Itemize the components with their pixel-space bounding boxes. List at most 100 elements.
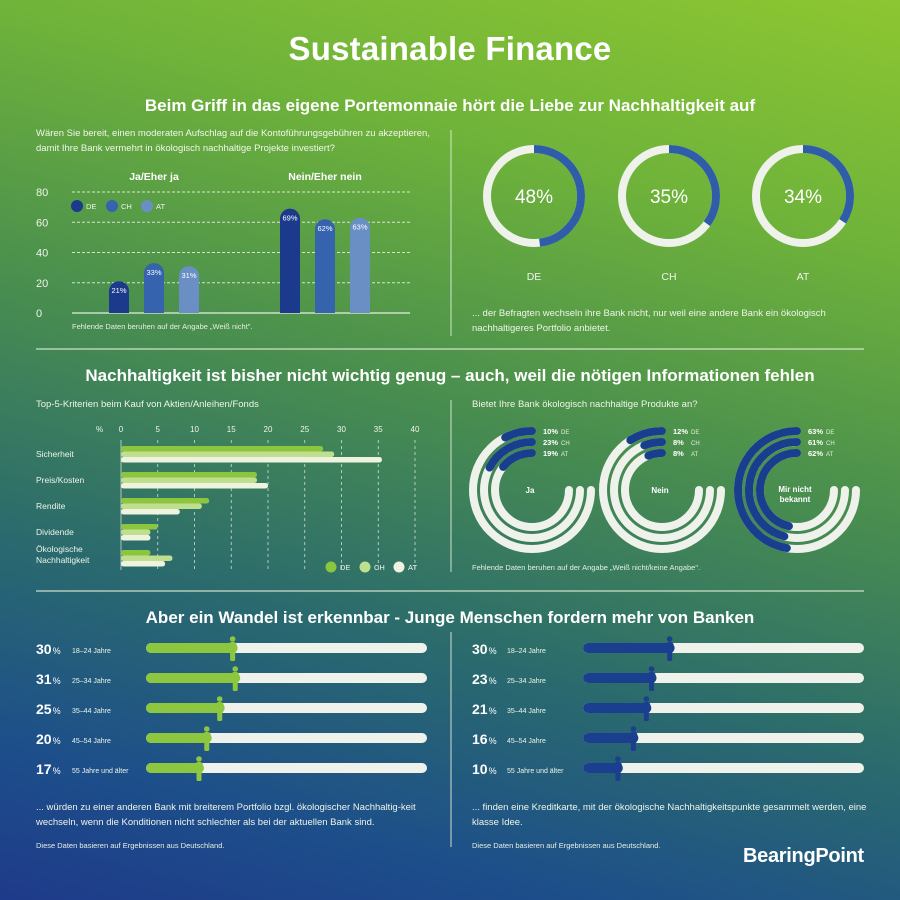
radial-value-arc-ch — [640, 438, 666, 450]
bar-at — [121, 535, 151, 541]
legend-label: CH — [121, 202, 132, 211]
bar-value-label: 69% — [282, 214, 297, 223]
person-icon — [613, 756, 622, 781]
x-tick-label: 40 — [411, 425, 420, 434]
switch-by-age-chart: 30% 18–24 Jahre 31% 25–34 Jahre 25% 35–44 Jah… — [36, 636, 427, 781]
divider-vertical-2 — [450, 400, 452, 572]
group-label: Ja/Eher ja — [129, 171, 179, 183]
radial-country-label: AT — [561, 452, 569, 458]
bar-at — [121, 509, 180, 515]
donut-value-label: 34% — [784, 187, 822, 208]
donut-value-label: 35% — [650, 187, 688, 208]
criteria-subtitle: Top-5-Kriterien beim Kauf von Aktien/Anl… — [36, 399, 259, 410]
bar-value-label: 62% — [317, 224, 332, 233]
donut-country-label: CH — [661, 271, 676, 283]
bar-ch — [121, 503, 202, 509]
slider-age-label: 25–34 Jahre — [72, 678, 111, 685]
top5-criteria-chart: % 0 5 10 15 20 25 30 35 40 Sicherheit Preis/Kosten R… — [36, 425, 420, 573]
slider-percent-sign: % — [489, 676, 497, 686]
radial-group-label: Mir nicht — [778, 485, 812, 494]
x-tick-label: 25 — [300, 425, 309, 434]
bar-de — [280, 208, 300, 313]
y-tick-label: 80 — [36, 187, 48, 199]
switch-caption: ... würden zu einer anderen Bank mit bre… — [36, 802, 416, 828]
legend-dot — [393, 561, 405, 573]
donut-country-label: AT — [797, 271, 810, 283]
radial-country-label: DE — [826, 430, 834, 436]
radial-footnote: Fehlende Daten beruhen auf der Angabe „W… — [472, 563, 701, 572]
bar-ch — [121, 555, 173, 561]
slider-age-label: 45–54 Jahre — [72, 738, 111, 745]
donut-value-arc — [483, 145, 585, 247]
y-tick-label: 0 — [36, 308, 42, 320]
person-icon — [647, 666, 656, 691]
radial-country-label: DE — [561, 430, 569, 436]
slider-value-label: 25 — [36, 701, 52, 717]
radial-value-label: 61% — [808, 438, 823, 447]
x-tick-label: 15 — [227, 425, 236, 434]
slider-age-label: 18–24 Jahre — [72, 648, 111, 655]
radial-country-label: DE — [691, 430, 699, 436]
slider-age-label: 18–24 Jahre — [507, 648, 546, 655]
category-label: Nachhaltigkeit — [36, 555, 90, 565]
legend-dot — [71, 200, 83, 212]
section2-title: Nachhaltigkeit ist bisher nicht wichtig … — [85, 366, 815, 385]
bar-at — [121, 561, 166, 567]
x-tick-label: 30 — [337, 425, 346, 434]
bar-ch — [121, 529, 151, 535]
no-switch-donut-chart: 48% DE 35% CH 34% AT — [483, 145, 854, 283]
donut-value-arc — [752, 145, 854, 247]
slider-percent-sign: % — [489, 646, 497, 656]
radial-value-label: 10% — [543, 427, 558, 436]
person-icon — [642, 696, 651, 721]
radial-value-arc-de — [501, 427, 536, 442]
bar-de — [121, 524, 158, 530]
person-icon — [202, 726, 211, 751]
bar-value-label: 31% — [181, 271, 196, 280]
radial-country-label: CH — [691, 441, 700, 447]
bar-value-label: 21% — [111, 286, 126, 295]
bar-ch — [121, 451, 335, 457]
category-label: Rendite — [36, 501, 66, 511]
bar-de — [121, 498, 210, 504]
radial-track — [610, 438, 714, 542]
person-icon — [228, 636, 237, 661]
y-tick-label: 20 — [36, 278, 48, 290]
radial-value-arc-ch — [485, 438, 536, 472]
fee-question: Wären Sie bereit, einen moderaten Aufsch… — [36, 128, 430, 154]
divider-vertical-3 — [450, 632, 452, 847]
radial-value-arc-at — [756, 449, 801, 531]
slider-value-label: 23 — [472, 671, 488, 687]
slider-value-label: 30 — [36, 641, 52, 657]
slider-age-label: 35–44 Jahre — [507, 708, 546, 715]
slider-value-label: 17 — [36, 761, 52, 777]
person-icon — [194, 756, 203, 781]
slider-value-label: 16 — [472, 731, 488, 747]
divider-horizontal-1 — [36, 348, 864, 350]
category-label: Ökologische — [36, 544, 83, 554]
radial-value-label: 12% — [673, 427, 688, 436]
y-tick-label: 40 — [36, 248, 48, 260]
legend-dot — [106, 200, 118, 212]
bearingpoint-logo: BearingPoint — [743, 845, 864, 867]
divider-horizontal-2 — [36, 590, 864, 592]
slider-value-label: 31 — [36, 671, 52, 687]
person-icon — [231, 666, 240, 691]
bar-de — [121, 446, 324, 452]
bar-at — [121, 457, 382, 463]
x-tick-label: 0 — [119, 425, 124, 434]
category-label: Sicherheit — [36, 449, 74, 459]
group-label: Nein/Eher nein — [288, 171, 362, 183]
slider-percent-sign: % — [53, 646, 61, 656]
person-icon — [215, 696, 224, 721]
switch-note: Diese Daten basieren auf Ergebnissen aus… — [36, 841, 225, 850]
radial-track — [469, 427, 595, 553]
bar-value-label: 33% — [146, 268, 161, 277]
radial-question: Bietet Ihre Bank ökologisch nachhaltige … — [472, 399, 698, 410]
legend-label: CH — [374, 563, 385, 572]
radial-value-arc-ch — [745, 438, 801, 541]
radial-track — [599, 427, 725, 553]
radial-value-label: 8% — [673, 438, 684, 447]
radial-country-label: CH — [561, 441, 570, 447]
